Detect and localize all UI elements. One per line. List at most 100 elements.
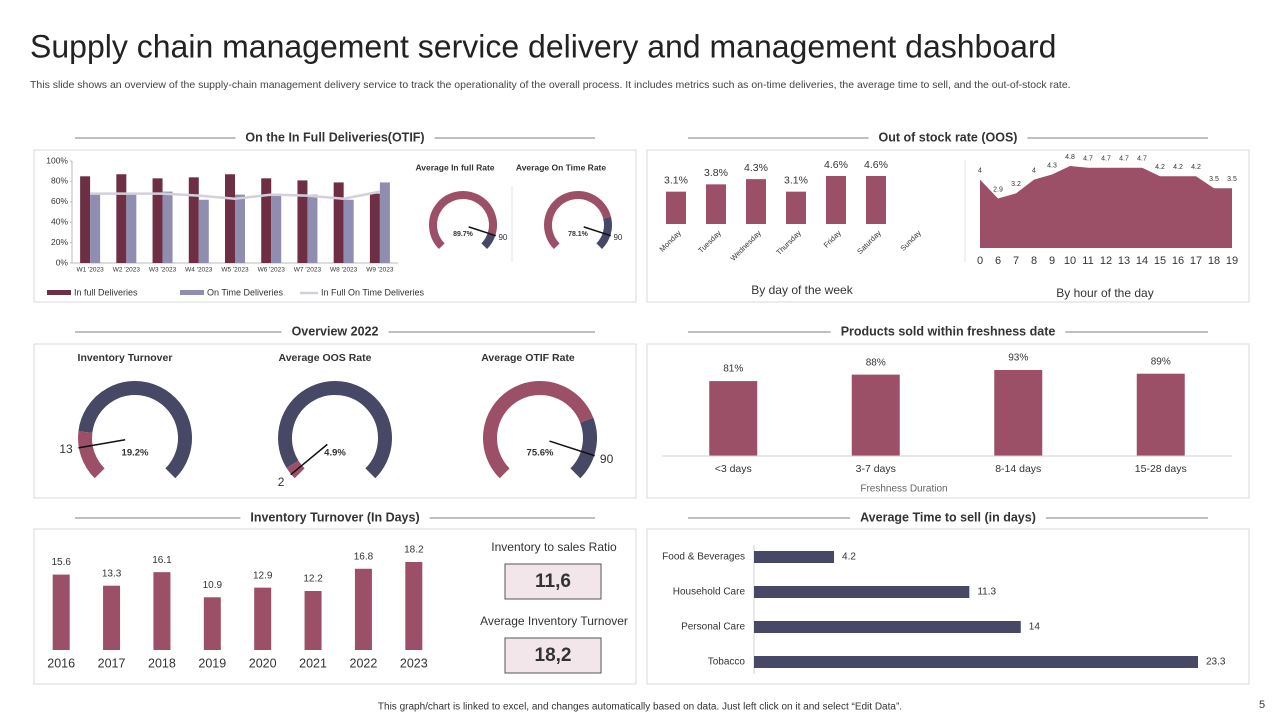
x-tick-label: 9 [1049,255,1055,267]
x-tick-label: 18 [1208,255,1220,267]
x-tick-label: 0 [977,255,983,267]
gauge-target: 90 [613,233,622,242]
kpi-value: 18,2 [535,645,572,666]
panel-title: Products sold within freshness date [841,324,1056,338]
data-label: 13.3 [102,568,122,579]
data-label: 16.1 [152,555,172,566]
y-tick-label: 20% [51,237,68,247]
category-label: Food & Beverages [662,552,745,563]
bar [116,174,127,263]
gauge-target: 13 [59,442,73,456]
gauge-target: 90 [498,233,507,242]
x-tick-label: 2018 [148,656,176,670]
bar [754,551,835,563]
x-tick-label: 2020 [249,656,277,670]
line [90,190,381,201]
x-tick-label: 11 [1082,255,1093,267]
gauge-title: Average On Time Rate [516,162,607,172]
bar [333,182,344,263]
bar [261,178,272,263]
bar [746,179,766,224]
gauge-fill [78,431,105,479]
gauge-track [596,216,612,250]
data-label: 12.9 [253,570,273,581]
gauge-track [78,381,192,479]
bar [126,192,137,263]
bar [666,191,686,224]
panel-title: Overview 2022 [292,324,379,338]
data-label: 89% [1151,356,1171,367]
legend-swatch [180,290,204,295]
data-label: 88% [866,357,886,368]
gauge-value: 4.9% [324,448,346,459]
bar [203,597,221,650]
panel [646,149,1250,303]
gauge-needle [549,440,595,457]
data-label: 4.6% [864,159,888,171]
data-label: 4.7 [1083,156,1093,163]
panel [33,528,637,685]
bar [706,184,726,224]
gauge-value: 89.7% [453,231,474,238]
bar [307,194,318,263]
data-label: 4.6% [824,159,848,171]
category-label: Personal Care [681,622,745,633]
page-number: 5 [1259,699,1265,711]
data-label: 2.9 [993,186,1003,193]
x-axis-label: Freshness Duration [860,484,947,495]
panel-title: Average Time to sell (in days) [860,510,1036,524]
gauge-target: 90 [600,452,614,466]
x-tick-label: 6 [995,255,1001,267]
data-label: 16.8 [354,551,374,562]
x-tick-label: 2023 [400,656,428,670]
bar [254,587,272,650]
bar [405,562,423,650]
bar [866,176,886,224]
data-label: 3.1% [784,174,808,186]
bar [271,193,282,263]
kpi-box [504,563,602,600]
bar [162,191,173,263]
bar [103,585,121,650]
bar [709,381,758,456]
gauge-title: Average OTIF Rate [481,352,575,364]
bar [369,193,380,263]
category-label: Household Care [673,587,746,598]
data-label: 4.3% [744,162,768,174]
gauge-target: 2 [278,475,285,489]
x-tick-label: W5 '2023 [221,267,249,274]
y-tick-label: 80% [51,176,68,186]
panel-title: Out of stock rate (OOS) [879,130,1018,144]
bar [188,177,199,263]
bar [52,574,70,650]
bar [343,199,354,263]
data-label: 93% [1008,353,1028,364]
x-tick-label: 2016 [47,656,75,670]
title: Supply chain management service delivery… [30,28,1056,64]
x-tick-label: 2019 [198,656,226,670]
x-tick-label: W6 '2023 [258,267,286,274]
x-tick-label: 7 [1013,255,1019,267]
y-tick-label: 40% [51,216,68,226]
data-label: 11.3 [977,587,996,598]
data-label: 4.8 [1065,154,1075,161]
data-label: 4.2 [1155,164,1165,171]
y-tick-label: 60% [51,196,68,206]
gauge-value: 19.2% [122,448,149,459]
legend-swatch [47,290,71,295]
area [980,166,1232,248]
data-label: 12.2 [303,574,323,585]
bar [994,370,1043,456]
data-label: 4.3 [1047,162,1057,169]
y-tick-label: 0% [56,257,69,267]
x-tick-label: 17 [1190,255,1202,267]
x-tick-label: 15-28 days [1135,463,1187,475]
x-tick-label: W3 '2023 [149,267,177,274]
gauge-fill [544,191,611,250]
data-label: 81% [723,364,743,375]
bar [198,199,209,263]
x-tick-label: W9 '2023 [366,267,394,274]
